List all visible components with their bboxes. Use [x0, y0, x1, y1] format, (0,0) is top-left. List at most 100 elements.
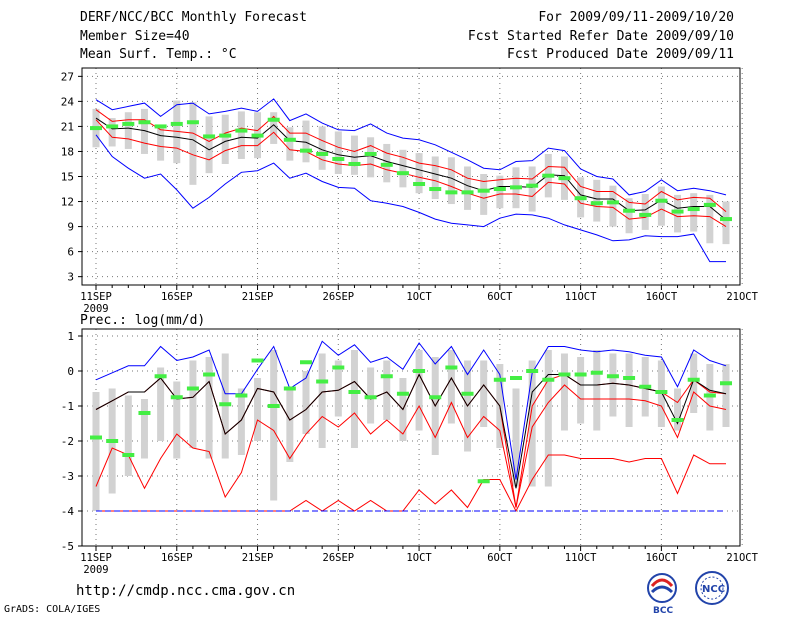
range-bar — [334, 360, 342, 417]
observed-marker — [300, 360, 312, 365]
observed-marker — [122, 453, 135, 457]
y-tick-label: -2 — [61, 435, 74, 448]
range-bar — [157, 124, 165, 161]
series-p10 — [95, 119, 727, 228]
range-bar — [706, 194, 714, 244]
x-tick-label: 16OCT — [646, 552, 678, 564]
range-bar — [92, 392, 100, 511]
x-tick-label: 11OCT — [565, 291, 597, 303]
observed-marker — [542, 173, 555, 178]
observed-marker — [510, 376, 522, 380]
observed-marker — [655, 390, 668, 394]
observed-marker — [316, 151, 329, 156]
observed-marker — [558, 372, 571, 377]
range-bar — [318, 126, 326, 170]
x-tick-label: 21SEP — [242, 552, 274, 564]
observed-marker — [493, 187, 506, 192]
observed-marker — [235, 128, 248, 133]
observed-marker — [396, 171, 409, 176]
observed-marker — [720, 217, 732, 222]
range-bar — [577, 357, 585, 424]
series-mean — [95, 117, 727, 221]
observed-marker — [526, 183, 539, 188]
range-bar — [318, 353, 326, 448]
observed-marker — [445, 365, 458, 370]
observed-marker — [380, 374, 393, 379]
series-ensemble-min — [95, 134, 726, 263]
source-url[interactable]: http://cmdp.ncc.cma.gov.cn — [76, 583, 296, 599]
observed-marker — [138, 120, 151, 125]
y-tick-label: 0 — [67, 365, 74, 378]
range-bar — [593, 179, 601, 222]
range-bar — [270, 112, 278, 144]
series-ensemble-max — [95, 98, 727, 196]
range-bar — [140, 399, 148, 459]
observed-marker — [413, 369, 426, 373]
observed-marker — [703, 202, 716, 207]
observed-marker — [445, 190, 458, 195]
range-bar — [447, 350, 455, 424]
x-tick-label: 11SEP — [80, 552, 112, 564]
observed-marker — [267, 117, 280, 122]
observed-marker — [687, 377, 700, 382]
observed-marker — [606, 374, 619, 379]
range-bar — [350, 135, 358, 175]
observed-marker — [267, 404, 280, 408]
range-bar — [367, 137, 375, 178]
observed-marker — [477, 188, 490, 193]
series-mean — [95, 373, 727, 489]
y-tick-label: -1 — [61, 400, 74, 413]
x-tick-label: 26SEP — [323, 552, 355, 564]
range-bar — [609, 353, 617, 417]
x-tick-label: 11SEP — [80, 291, 112, 303]
range-bar — [254, 378, 262, 441]
precipitation-panel: -5 -4 -3 -2 -1 0 1 11SEP 16SEP 21SEP 26SEP 1OCT 6OCT… — [61, 328, 759, 576]
observed-marker — [138, 411, 151, 415]
x-year-label: 2009 — [83, 564, 108, 576]
observed-marker — [574, 196, 587, 201]
range-bar — [189, 102, 197, 185]
range-bar — [431, 156, 439, 200]
range-bar — [496, 175, 504, 209]
observed-marker — [106, 124, 119, 129]
observed-marker — [251, 133, 264, 138]
range-bar — [350, 350, 358, 448]
range-bar — [512, 388, 520, 487]
x-tick-label: 16SEP — [161, 552, 193, 564]
observed-marker — [574, 372, 587, 377]
observed-marker — [364, 151, 377, 156]
range-bar — [722, 201, 730, 245]
observed-marker — [122, 121, 135, 126]
range-bar — [415, 350, 423, 431]
range-bar — [124, 395, 132, 476]
y-tick-label: 12 — [61, 196, 74, 209]
y-tick-label: -4 — [61, 505, 75, 518]
observed-marker — [90, 126, 102, 131]
range-bar — [334, 131, 342, 174]
range-bar — [221, 114, 229, 164]
range-bar — [237, 388, 245, 455]
observed-marker — [590, 201, 603, 206]
observed-marker — [186, 120, 199, 125]
temperature-panel: 3 6 9 12 15 18 21 24 27 11SEP 16SEP 21SEP 26SEP 1OCT 6… — [61, 67, 759, 315]
range-bar — [609, 185, 617, 227]
observed-marker — [623, 376, 636, 380]
observed-marker — [219, 402, 232, 407]
observed-marker — [396, 391, 409, 396]
range-bar — [399, 149, 407, 188]
observed-marker — [493, 377, 506, 382]
x-tick-label: 6OCT — [487, 291, 513, 303]
observed-marker — [558, 176, 571, 181]
observed-marker — [510, 185, 522, 190]
x-tick-label: 6OCT — [487, 552, 513, 564]
observed-marker — [90, 435, 102, 440]
observed-marker — [639, 384, 652, 389]
range-bar — [189, 360, 197, 448]
range-bar — [690, 353, 698, 413]
range-bar — [674, 194, 682, 233]
series-ensemble-max — [95, 340, 727, 480]
observed-marker — [154, 124, 167, 129]
plot-frame — [81, 328, 741, 547]
y-tick-label: 3 — [67, 271, 74, 284]
observed-marker — [364, 395, 377, 400]
